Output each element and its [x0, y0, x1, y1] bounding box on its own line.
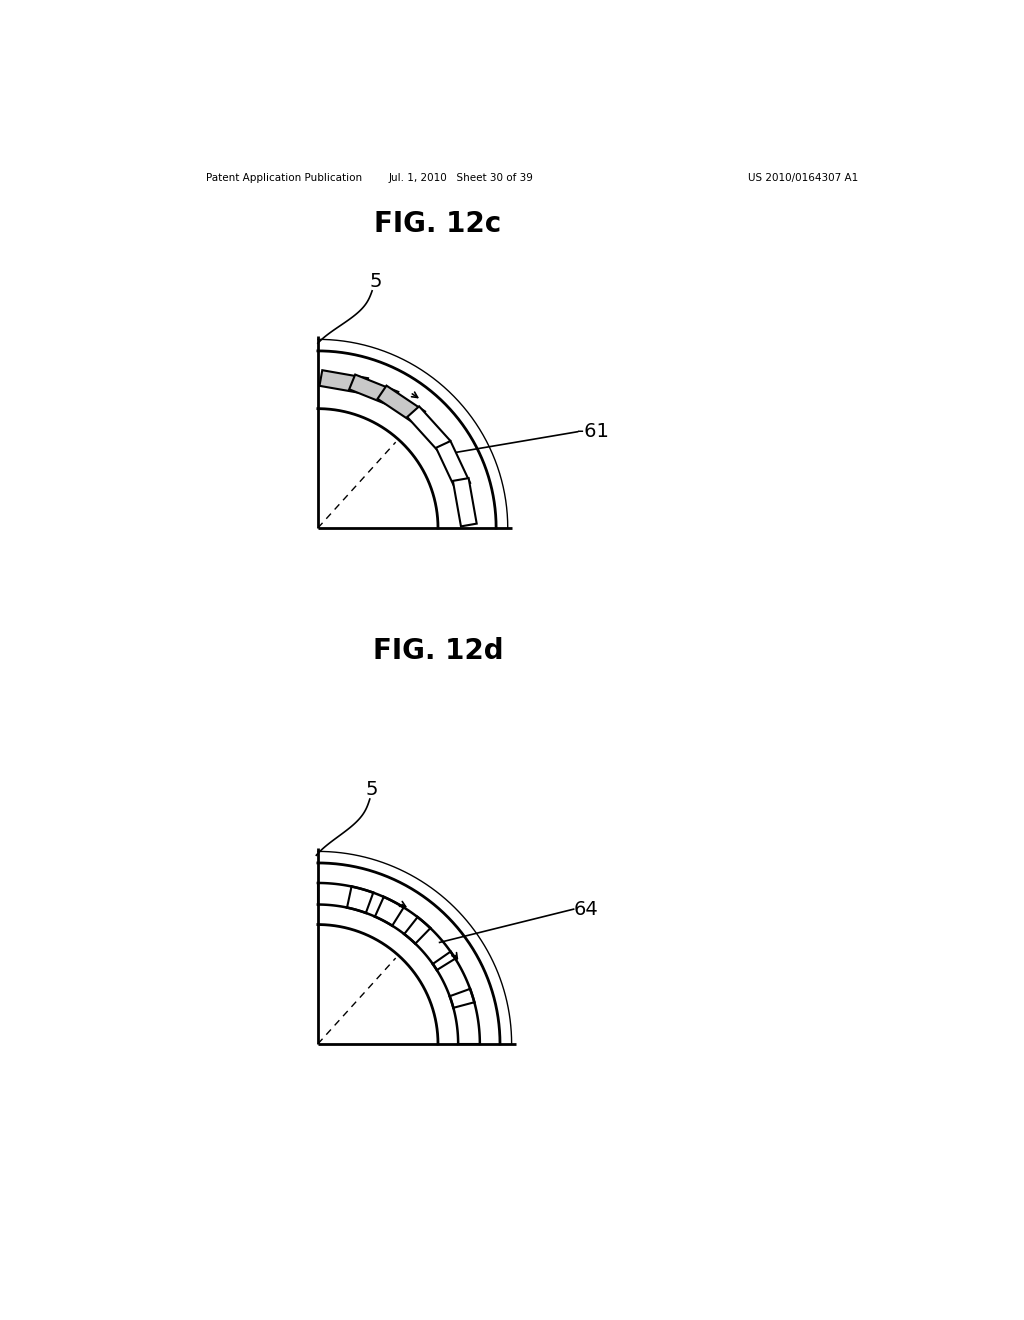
Polygon shape: [378, 385, 425, 425]
Text: 5: 5: [366, 780, 379, 800]
Polygon shape: [349, 375, 398, 407]
Polygon shape: [453, 478, 477, 527]
Text: FIG. 12c: FIG. 12c: [375, 210, 502, 238]
Text: 5: 5: [370, 272, 382, 292]
Polygon shape: [319, 370, 368, 393]
Text: FIG. 12d: FIG. 12d: [373, 638, 504, 665]
Text: Jul. 1, 2010   Sheet 30 of 39: Jul. 1, 2010 Sheet 30 of 39: [389, 173, 534, 182]
Text: 64: 64: [573, 900, 598, 919]
Polygon shape: [436, 441, 470, 490]
Text: -61: -61: [578, 422, 609, 441]
Text: Patent Application Publication: Patent Application Publication: [206, 173, 361, 182]
Text: US 2010/0164307 A1: US 2010/0164307 A1: [748, 173, 858, 182]
Polygon shape: [408, 407, 451, 451]
